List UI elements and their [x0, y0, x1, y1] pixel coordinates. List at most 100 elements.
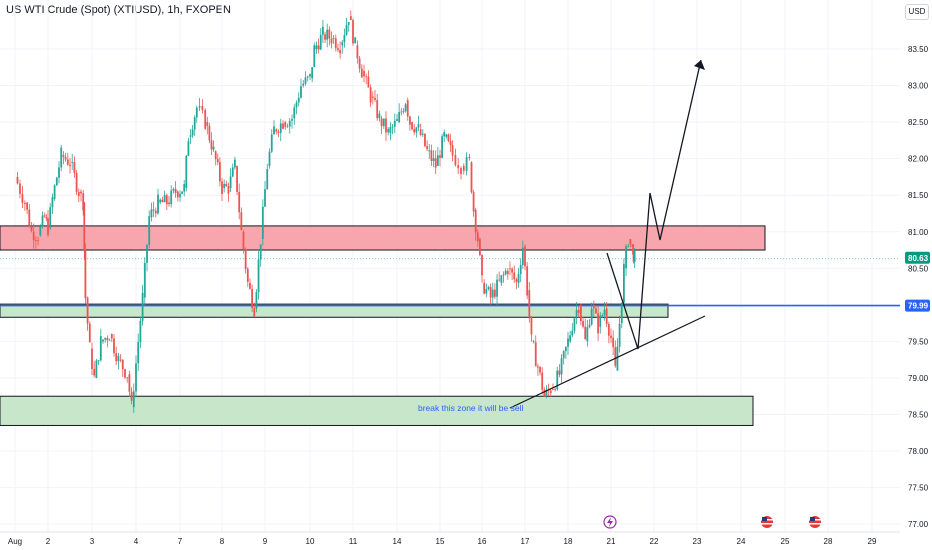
candle-body — [631, 244, 634, 247]
candle-body — [253, 308, 256, 317]
candle-body — [35, 240, 37, 242]
candle-body — [434, 158, 437, 168]
candle-body — [62, 154, 65, 157]
candle-body — [491, 289, 494, 298]
candle-body — [201, 106, 204, 111]
candle-body — [204, 110, 207, 129]
candle-body — [39, 226, 42, 236]
price-axis[interactable]: 83.5083.0082.5082.0081.5081.0080.5080.00… — [908, 45, 929, 529]
candle-body — [616, 346, 619, 371]
ascending-trendline[interactable] — [509, 315, 706, 409]
candle-body — [229, 176, 232, 188]
time-tick-label: 22 — [650, 537, 659, 546]
candle-body — [358, 58, 361, 69]
candle-body — [441, 136, 443, 158]
time-tick-label: 28 — [824, 537, 833, 546]
us-flag-event-icon[interactable] — [761, 516, 773, 528]
candle-body — [95, 360, 98, 378]
candle-body — [251, 288, 253, 309]
candle-body — [268, 151, 271, 166]
candle-body — [599, 315, 602, 327]
candle-body — [240, 212, 243, 230]
candle-body — [21, 193, 24, 203]
candle-body — [573, 318, 576, 331]
candle-body — [146, 244, 148, 263]
candle-body — [165, 195, 168, 205]
candle-body — [302, 83, 305, 86]
candle-body — [246, 268, 249, 282]
time-tick-label: 4 — [134, 537, 139, 546]
candle-body — [400, 111, 403, 113]
candle-body — [51, 197, 54, 208]
candle-body — [282, 123, 284, 129]
candle-body — [415, 127, 418, 133]
time-tick-label: Aug — [8, 537, 22, 546]
support-zone-mid[interactable] — [0, 303, 669, 318]
candle-body — [454, 154, 457, 166]
candle-body — [88, 323, 91, 343]
candle-body — [404, 104, 407, 112]
candle-body — [170, 190, 173, 205]
candle-body — [288, 120, 291, 127]
candle-body — [176, 191, 179, 198]
candle-body — [64, 156, 67, 160]
candle-body — [183, 184, 186, 192]
candle-body — [421, 133, 424, 135]
candle-body — [66, 159, 69, 165]
projection-path[interactable] — [606, 59, 702, 350]
candle-body — [552, 388, 554, 390]
candle-body — [264, 189, 266, 207]
candle-body — [369, 87, 372, 103]
candle-body — [242, 231, 245, 250]
candle-body — [623, 263, 625, 303]
candle-body — [82, 193, 85, 211]
candle-body — [77, 191, 80, 197]
candle-body — [614, 347, 617, 366]
candle-body — [489, 287, 492, 298]
candle-body — [449, 141, 452, 145]
candle-body — [534, 342, 537, 367]
price-tick-label: 83.00 — [908, 82, 929, 91]
candle-body — [605, 308, 608, 325]
lightning-event-icon[interactable] — [603, 515, 617, 529]
candle-body — [32, 231, 35, 241]
candle-body — [238, 192, 241, 213]
candle-body — [363, 70, 365, 77]
candle-body — [124, 369, 126, 378]
candle-body — [324, 34, 326, 40]
chart-grid — [0, 0, 900, 532]
time-tick-label: 3 — [90, 537, 95, 546]
candle-body — [347, 21, 350, 26]
candle-body — [143, 262, 146, 298]
candle-body — [179, 193, 181, 198]
resistance-zone[interactable] — [0, 225, 766, 251]
last-price-label: 80.63 — [908, 254, 929, 263]
candle-body — [293, 107, 296, 119]
time-axis[interactable]: Aug 2 3 4 7 8 9 10 11 14 15 16 17 18 21 22 23 24 25 28 29 — [0, 531, 900, 546]
candle-body — [284, 122, 287, 127]
price-tick-label: 77.50 — [908, 484, 929, 493]
candle-body — [191, 129, 194, 136]
candle-body — [93, 368, 96, 376]
candle-body — [607, 324, 610, 336]
candle-body — [476, 232, 479, 242]
candle-body — [311, 67, 314, 79]
candle-body — [126, 377, 129, 379]
candle-body — [148, 216, 151, 245]
candle-body — [428, 150, 431, 152]
candle-body — [374, 97, 376, 100]
candle-body — [419, 129, 422, 135]
candle-body — [481, 254, 483, 276]
currency-button[interactable]: USD — [905, 4, 929, 20]
candle-body — [208, 125, 211, 141]
us-flag-event-icon[interactable] — [809, 516, 821, 528]
support-zone-low[interactable] — [0, 395, 754, 426]
candle-body — [135, 363, 137, 392]
candle-body — [113, 338, 115, 354]
candle-body — [380, 118, 383, 127]
candle-body — [513, 272, 516, 280]
time-tick-label: 23 — [693, 537, 702, 546]
time-tick-label: 21 — [607, 537, 616, 546]
candle-body — [356, 45, 359, 59]
